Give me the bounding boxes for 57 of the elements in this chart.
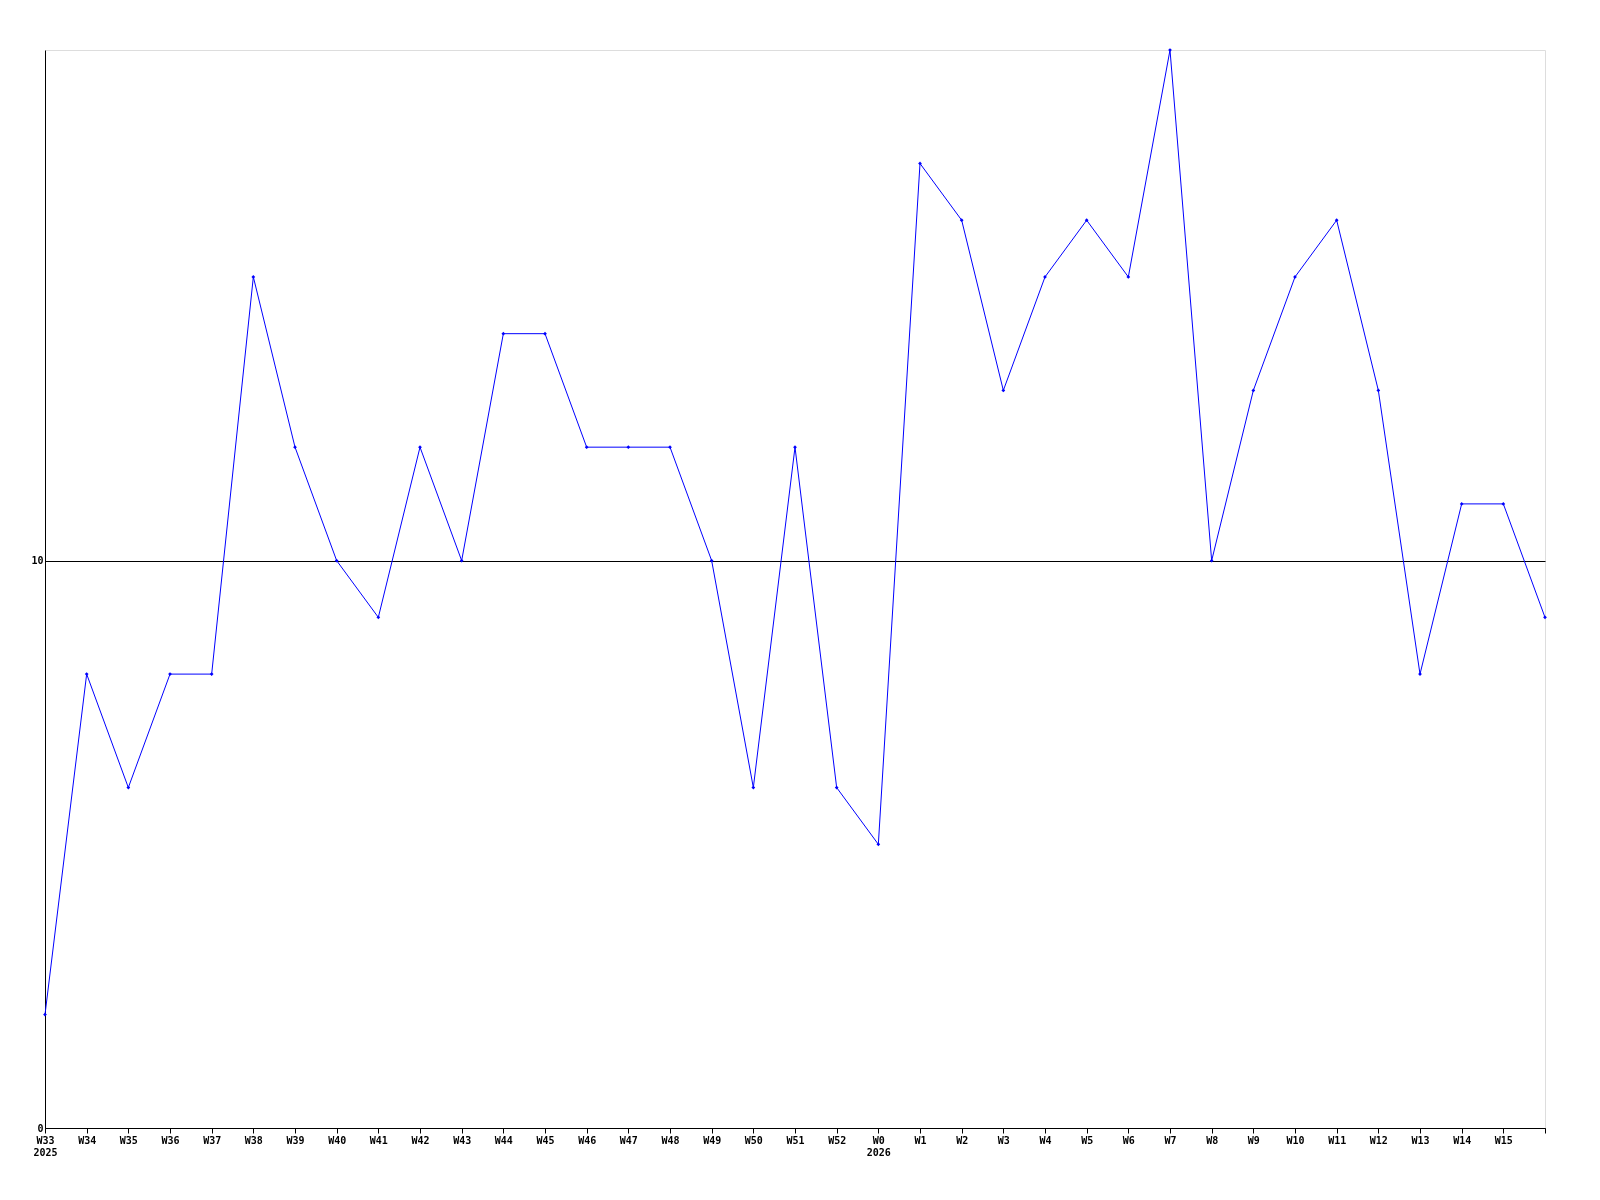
- x-tick-label: W3: [997, 1134, 1010, 1146]
- x-tick-label: W48: [661, 1134, 680, 1146]
- x-tick-label: W7: [1164, 1134, 1177, 1146]
- y-tick-label: 10: [31, 555, 44, 567]
- x-tick-label: W1: [914, 1134, 927, 1146]
- x-tick-label: W36: [161, 1134, 180, 1146]
- x-tick-label: W46: [578, 1134, 597, 1146]
- x-tick-label: W37: [203, 1134, 222, 1146]
- x-tick-label: W13: [1411, 1134, 1430, 1146]
- point: [793, 445, 797, 450]
- y-tick-label: 0: [37, 1122, 44, 1134]
- x-tick-label: W4: [1039, 1134, 1052, 1146]
- x-tick-label: W45: [536, 1134, 555, 1146]
- x-tick-label: W51: [786, 1134, 805, 1146]
- point: [1543, 615, 1547, 620]
- x-tick-label: W11: [1328, 1134, 1347, 1146]
- x-tick-label: W47: [619, 1134, 638, 1146]
- x-tick-label: W33 2025: [33, 1134, 58, 1158]
- x-tick-label: W5: [1081, 1134, 1094, 1146]
- point: [918, 161, 922, 166]
- x-tick-label: W2: [956, 1134, 969, 1146]
- point: [543, 331, 547, 336]
- point: [418, 445, 422, 450]
- point: [1501, 502, 1506, 506]
- x-tick-label: W35: [119, 1134, 138, 1146]
- point: [1334, 218, 1339, 223]
- x-tick-label: W40: [328, 1134, 347, 1146]
- point: [1459, 502, 1464, 506]
- x-tick-label: W52: [828, 1134, 847, 1146]
- point: [251, 275, 256, 279]
- x-tick-label: W6: [1122, 1134, 1135, 1146]
- x-tick-label: W43: [453, 1134, 472, 1146]
- point: [209, 672, 214, 676]
- x-tick-label: W34: [78, 1134, 97, 1146]
- point: [1126, 275, 1131, 279]
- x-tick-label: W8: [1206, 1134, 1219, 1146]
- x-tick-label: W39: [286, 1134, 305, 1146]
- x-tick-label: W14: [1453, 1134, 1472, 1146]
- x-tick-label: W50: [744, 1134, 763, 1146]
- x-tick-label: W12: [1369, 1134, 1388, 1146]
- point: [626, 445, 631, 450]
- x-tick-label: W0 2026: [866, 1134, 891, 1158]
- point: [1084, 218, 1089, 223]
- x-tick-label: W10: [1286, 1134, 1305, 1146]
- point: [84, 672, 89, 676]
- point: [668, 445, 672, 450]
- x-tick-label: W38: [244, 1134, 263, 1146]
- x-tick-label: W9: [1247, 1134, 1260, 1146]
- x-tick-label: W41: [369, 1134, 388, 1146]
- point: [959, 218, 964, 223]
- point: [584, 445, 589, 450]
- point: [293, 445, 297, 450]
- point: [43, 1012, 47, 1017]
- x-tick-label: W44: [494, 1134, 513, 1146]
- x-tick-label: W49: [703, 1134, 722, 1146]
- x-tick-label: W42: [411, 1134, 430, 1146]
- x-tick-label: W15: [1494, 1134, 1513, 1146]
